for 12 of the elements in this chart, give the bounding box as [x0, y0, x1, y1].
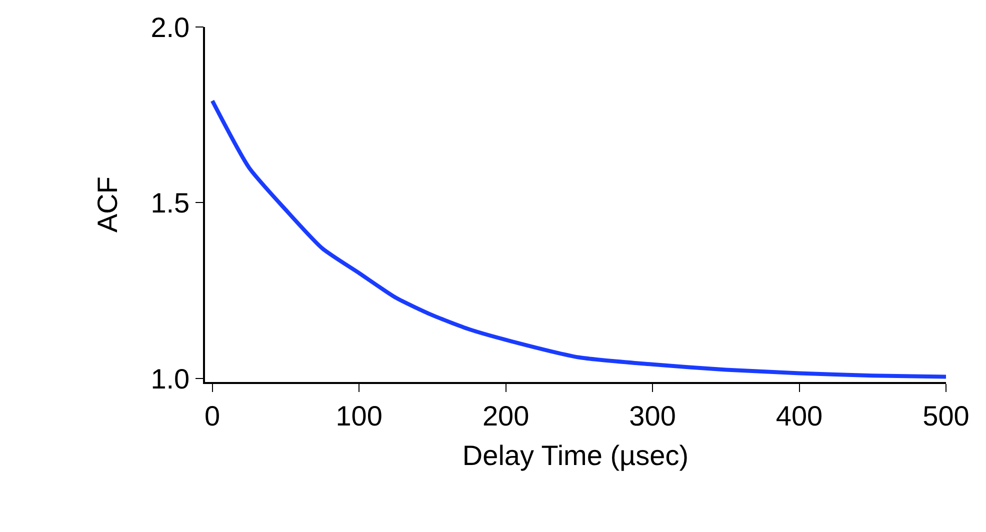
x-tick-label: 400: [776, 400, 823, 432]
x-tick-label: 500: [922, 400, 970, 432]
x-tick-label: 100: [336, 400, 382, 432]
y-axis-title: ACF: [92, 176, 123, 232]
y-tick-label: 2.0: [150, 12, 190, 43]
line-series: [210, 98, 946, 379]
x-axis-title: Delay Time (µsec): [462, 440, 689, 471]
x-tick-label: 200: [482, 400, 530, 432]
x-tick-label: 0: [204, 400, 220, 432]
y-tick-label: 1.0: [150, 363, 190, 394]
x-tick-label: 300: [629, 400, 676, 432]
y-tick-label: 1.5: [150, 188, 190, 219]
